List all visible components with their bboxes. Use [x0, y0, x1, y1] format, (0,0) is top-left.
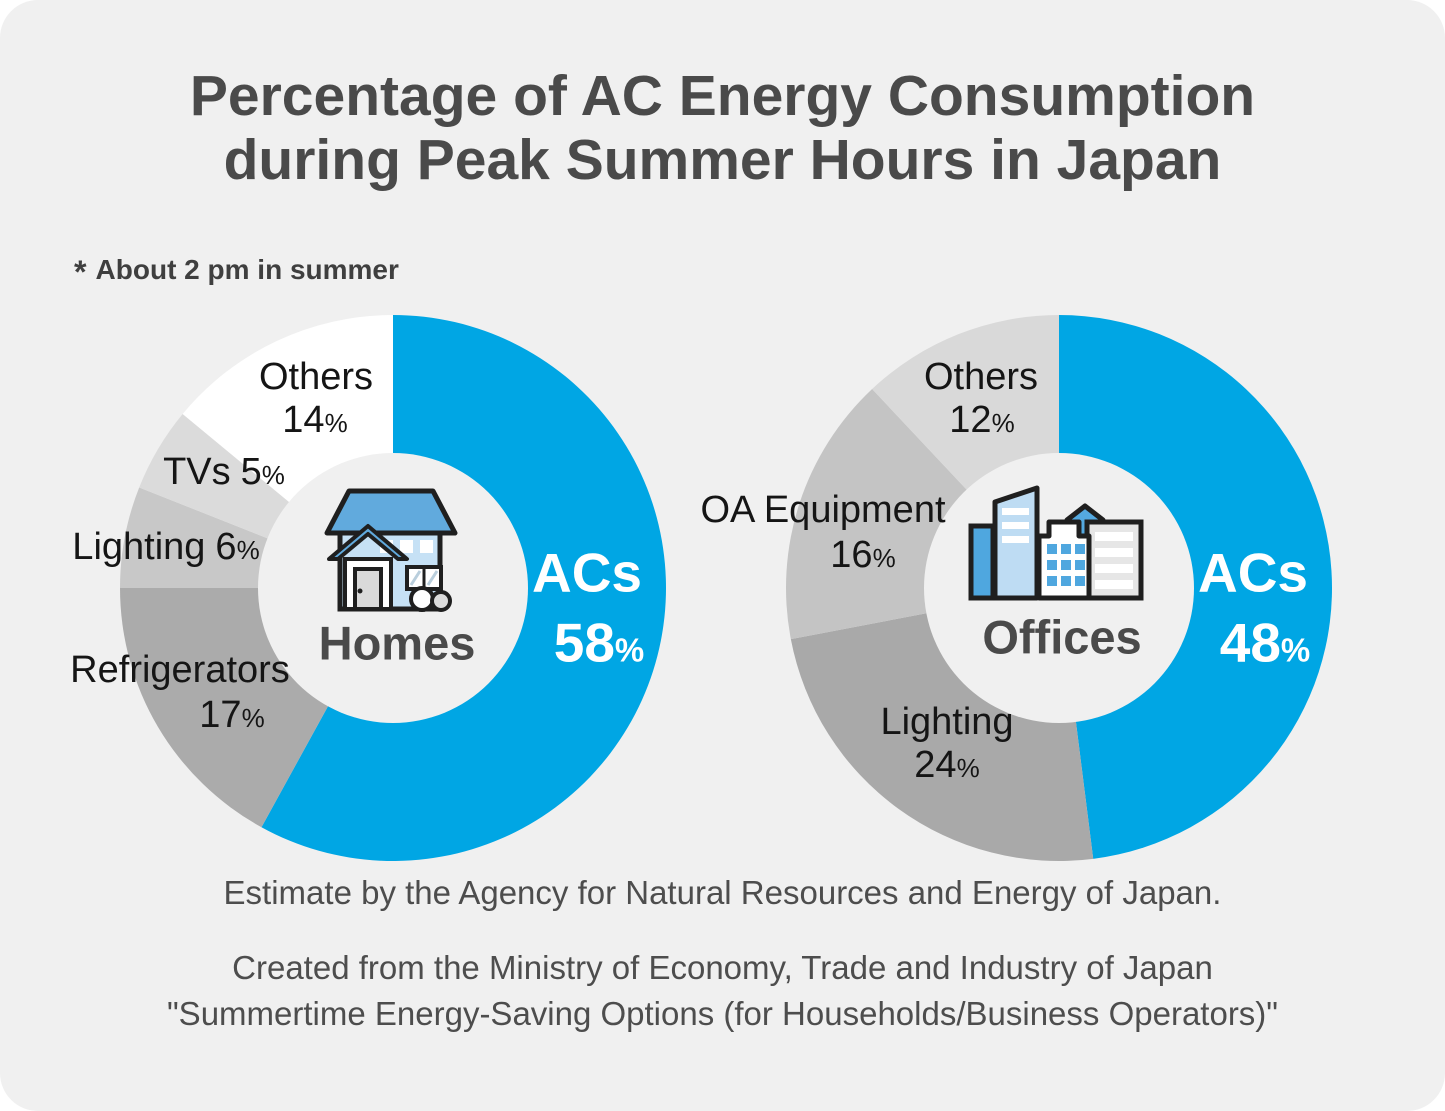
- credit-lines: Created from the Ministry of Economy, Tr…: [0, 945, 1445, 1037]
- homes-donut-chart: Homes Others 14% TVs 5% Lighting 6% Refrig…: [70, 315, 666, 861]
- page-title: Percentage of AC Energy Consumption duri…: [0, 64, 1445, 192]
- homes-tvs-label: TVs 5%: [163, 451, 285, 493]
- source-line: Estimate by the Agency for Natural Resou…: [223, 874, 1222, 911]
- offices-oa-equipment-label: OA Equipment: [700, 489, 946, 531]
- title-line-1: Percentage of AC Energy Consumption: [189, 64, 1256, 128]
- offices-center-label: Offices: [982, 610, 1142, 664]
- credit-line-2: "Summertime Energy-Saving Options (for H…: [166, 995, 1279, 1032]
- offices-oa-equipment-value: 16%: [830, 534, 896, 576]
- footnote-text: About 2 pm in summer: [95, 254, 399, 285]
- homes-others-label: Others: [258, 356, 374, 398]
- asterisk-icon: *: [74, 254, 87, 290]
- homes-center-label: Homes: [318, 616, 476, 670]
- homes-acs-value: 58%: [553, 611, 645, 674]
- credit-line-1: Created from the Ministry of Economy, Tr…: [232, 949, 1213, 986]
- homes-acs-label: ACs: [531, 541, 643, 604]
- offices-acs-value: 48%: [1219, 611, 1311, 674]
- footnote: * About 2 pm in summer: [74, 250, 399, 290]
- homes-lighting-label: Lighting 6%: [72, 526, 260, 568]
- homes-refrigerators-label: Refrigerators: [70, 649, 290, 691]
- title-line-2: during Peak Summer Hours in Japan: [223, 128, 1222, 192]
- offices-others-value: 12%: [949, 399, 1015, 441]
- offices-lighting-value: 24%: [914, 744, 980, 786]
- homes-others-value: 14%: [282, 399, 348, 441]
- offices-lighting-label: Lighting: [880, 701, 1014, 743]
- offices-others-label: Others: [923, 356, 1039, 398]
- offices-segment-acs: [1059, 315, 1332, 859]
- offices-acs-label: ACs: [1197, 541, 1309, 604]
- offices-donut-chart: Offices Others 12% OA Equipment 16% Ligh…: [700, 315, 1332, 861]
- house-icon: [307, 481, 475, 613]
- buildings-icon: [967, 476, 1145, 602]
- homes-refrigerators-value: 17%: [199, 694, 265, 736]
